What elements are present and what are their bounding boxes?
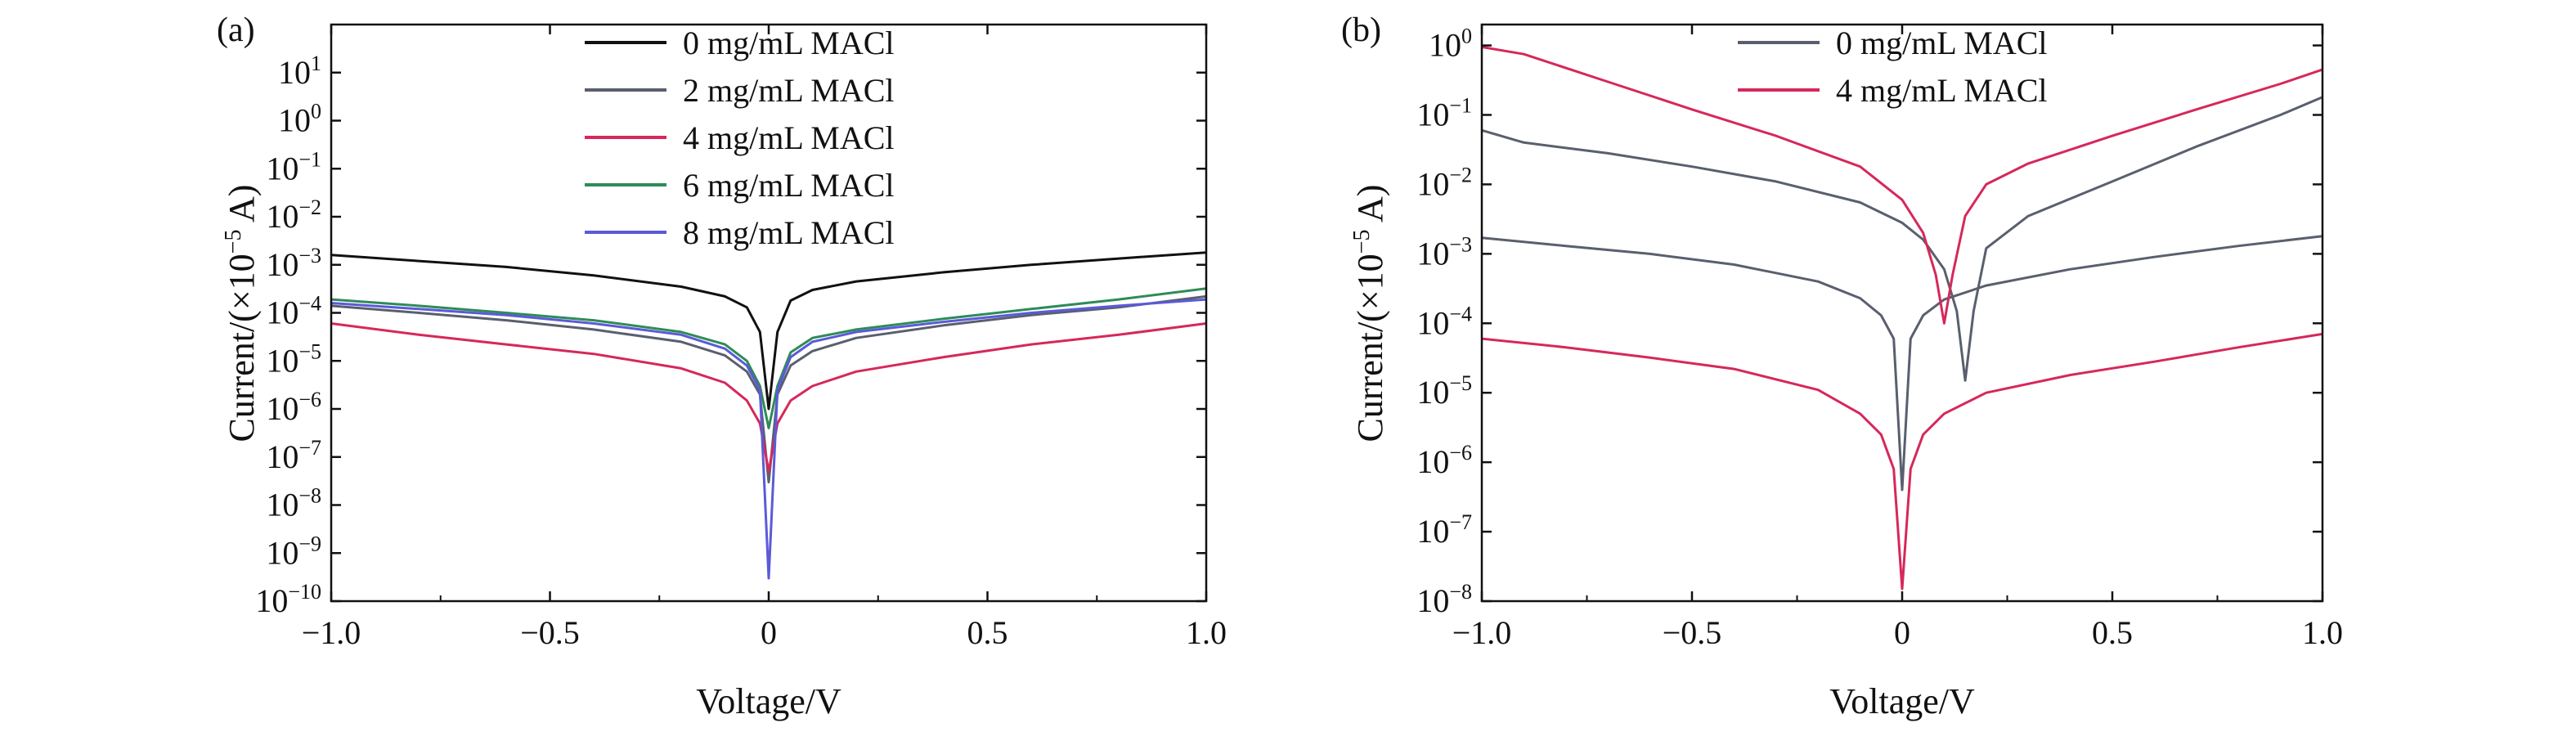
x-tick-label: 0	[1894, 614, 1910, 651]
plot-frame	[1480, 23, 2324, 603]
legend-entry: 6 mg/mL MACl	[683, 167, 895, 204]
y-tick-label: 100	[278, 100, 321, 139]
legend-entry: 8 mg/mL MACl	[683, 214, 895, 251]
series-group	[331, 251, 1206, 580]
y-tick-label: 10−2	[1416, 163, 1472, 202]
y-axis-label: Current/(×10−5 A)	[1349, 185, 1390, 442]
y-tick-label: 10−5	[266, 339, 321, 379]
y-tick-label: 10−1	[266, 147, 321, 186]
legend-entry: 0 mg/mL MACl	[683, 25, 895, 61]
legend-entry: 2 mg/mL MACl	[683, 72, 895, 109]
x-tick-label: −0.5	[520, 614, 580, 651]
y-tick-label: 10−3	[266, 244, 321, 283]
y-tick-label: 10−8	[1416, 580, 1472, 619]
series-line-5	[331, 298, 1206, 580]
y-tick-label: 10−8	[266, 484, 321, 523]
legend-entry: 0 mg/mL MACl	[1836, 25, 2048, 61]
panel-b: −1.0 −0.5 0 0.5 1.0 10−8 10−7 10−6 10−5 10−4 10−3 1…	[1341, 11, 2343, 721]
x-axis-label: Voltage/V	[696, 681, 841, 721]
y-tick-label: 10−6	[266, 388, 321, 427]
legend: 0 mg/mL MACl 4 mg/mL MACl	[1738, 25, 2048, 109]
series-line-4	[331, 287, 1206, 429]
x-tick-label: 0.5	[2092, 614, 2133, 651]
series-line-2	[1482, 332, 2322, 591]
legend: 0 mg/mL MACl 2 mg/mL MACl 4 mg/mL MACl 6 mg…	[585, 25, 895, 251]
series-line-1	[331, 251, 1206, 411]
legend-entry: 4 mg/mL MACl	[1836, 72, 2048, 109]
y-tick-label: 101	[278, 52, 321, 91]
y-axis-label: Current/(×10−5 A)	[221, 185, 262, 442]
x-tick-label: 1.0	[1186, 614, 1227, 651]
x-tick-label: −0.5	[1663, 614, 1722, 651]
y-tick-label: 10−9	[266, 532, 321, 571]
y-tick-label: 10−10	[255, 580, 321, 619]
panel-label: (b)	[1341, 11, 1381, 49]
y-tick-label: 10−4	[1416, 302, 1472, 341]
y-tick-label: 10−4	[266, 292, 321, 331]
x-tick-label: 0.5	[967, 614, 1008, 651]
x-axis-label: Voltage/V	[1829, 681, 1975, 721]
y-tick-label: 10−6	[1416, 441, 1472, 480]
series-group	[1482, 46, 2322, 591]
x-tick-label: 0	[761, 614, 777, 651]
series-line-3	[1482, 96, 2322, 382]
y-tick-label: 10−2	[266, 195, 321, 235]
y-tick-label: 10−5	[1416, 371, 1472, 411]
x-tick-label: −1.0	[302, 614, 361, 651]
panel-a: −1.0 −0.5 0 0.5 1.0 10−10 10−9 10−8 10−7 10−6 10−5…	[217, 11, 1227, 721]
y-tick-label: 100	[1429, 25, 1472, 64]
legend-entry: 4 mg/mL MACl	[683, 119, 895, 156]
y-tick-label: 10−7	[266, 436, 321, 475]
series-line-4	[1482, 46, 2322, 325]
series-line-2	[331, 294, 1206, 483]
x-tick-label: 1.0	[2302, 614, 2343, 651]
panel-label: (a)	[217, 11, 255, 49]
series-line-1	[1482, 235, 2322, 492]
x-tick-label: −1.0	[1452, 614, 1512, 651]
y-tick-label: 10−3	[1416, 232, 1472, 272]
series-line-3	[331, 322, 1206, 473]
y-tick-label: 10−1	[1416, 93, 1472, 132]
y-tick-label: 10−7	[1416, 510, 1472, 550]
